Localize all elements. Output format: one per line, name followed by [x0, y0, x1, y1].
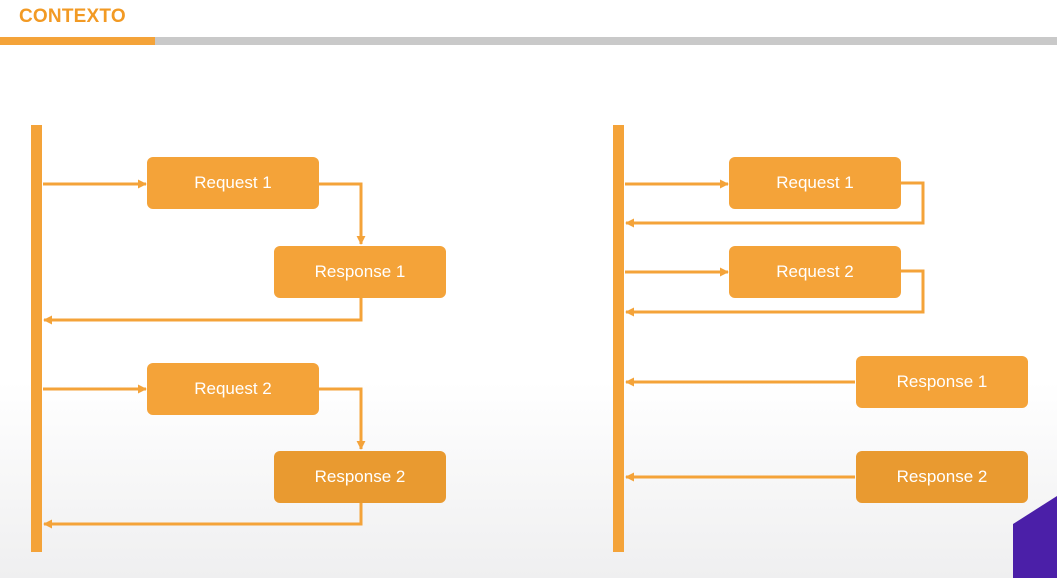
left-timeline	[31, 125, 42, 552]
left-arrow-response-1-return	[43, 298, 363, 325]
left-response-1-box: Response 1	[274, 246, 446, 298]
right-arrow-request-1-return	[625, 181, 925, 228]
left-arrow-request-2-to-response-2	[319, 387, 366, 450]
left-request-2-box: Request 2	[147, 363, 319, 415]
right-request-2-box: Request 2	[729, 246, 901, 298]
left-response-2-box: Response 2	[274, 451, 446, 503]
right-response-1-box: Response 1	[856, 356, 1028, 408]
right-response-2-box: Response 2	[856, 451, 1028, 503]
progress-bar-fill	[0, 37, 156, 45]
page-title: CONTEXTO	[19, 6, 126, 27]
right-timeline	[613, 125, 624, 552]
progress-bar	[0, 37, 1057, 45]
left-request-1-box: Request 1	[147, 157, 319, 209]
right-request-1-box: Request 1	[729, 157, 901, 209]
left-arrow-response-2-return	[43, 503, 363, 529]
right-arrow-request-2-return	[625, 269, 925, 317]
left-arrow-request-1-to-response-1	[319, 182, 366, 245]
